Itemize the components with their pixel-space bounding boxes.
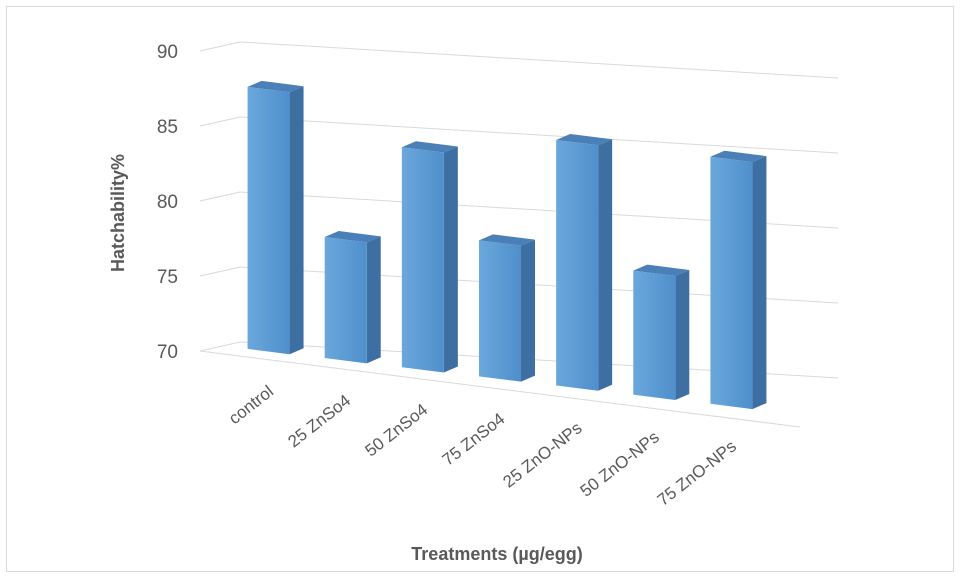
- gridline-left: [199, 341, 241, 352]
- bar-front: [401, 147, 444, 373]
- bar: [556, 133, 613, 391]
- y-tick-label: 75: [157, 267, 178, 288]
- bar-side: [366, 236, 381, 364]
- y-tick-label: 90: [157, 42, 178, 63]
- bar-top: [247, 80, 304, 93]
- gridline-left: [199, 266, 241, 277]
- y-tick-label: 85: [157, 117, 178, 138]
- y-axis-title: Hatchability%: [108, 154, 128, 272]
- bar-side: [443, 146, 458, 373]
- y-axis-ticks: 70 75 80 85 90: [157, 42, 178, 363]
- gridline-left: [199, 116, 241, 127]
- y-tick-label: 70: [157, 342, 178, 363]
- bar-top: [401, 141, 458, 153]
- bar-front: [247, 86, 290, 355]
- bar-front: [556, 139, 599, 391]
- floor-edge: [199, 350, 801, 428]
- bar: [247, 80, 304, 355]
- bar-front: [479, 240, 521, 382]
- bar-side: [521, 239, 535, 382]
- bar-top: [710, 150, 767, 163]
- x-category-label: 75 ZnSo4: [439, 409, 509, 469]
- gridline: [239, 41, 839, 79]
- bar: [479, 234, 535, 382]
- bar: [401, 141, 458, 373]
- x-category-label: 75 ZnO-NPs: [654, 437, 740, 510]
- gridline-left: [199, 41, 241, 52]
- bar-top: [324, 231, 381, 243]
- bar-top: [633, 264, 690, 276]
- y-tick-label: 80: [157, 192, 178, 213]
- bars: [247, 80, 767, 410]
- bar-side: [598, 139, 613, 391]
- bar-top: [479, 234, 535, 246]
- bar: [324, 231, 381, 364]
- bar-front: [324, 237, 367, 364]
- bar-side: [752, 156, 767, 410]
- x-category-label: 50 ZnSo4: [362, 400, 432, 460]
- bar-front: [710, 156, 753, 410]
- bar: [633, 264, 690, 400]
- x-category-label: 25 ZnO-NPs: [499, 418, 585, 491]
- bar-front: [633, 270, 676, 400]
- bar-side: [289, 86, 304, 355]
- x-category-label: 50 ZnO-NPs: [577, 427, 663, 500]
- gridline-left: [199, 191, 241, 202]
- bar-top: [556, 133, 613, 146]
- bar: [710, 150, 767, 410]
- x-category-label: control: [225, 382, 277, 428]
- x-category-label: 25 ZnSo4: [284, 391, 354, 451]
- gridline: [239, 116, 839, 154]
- bar-side: [675, 269, 690, 400]
- x-axis-title: Treatments (µg/egg): [411, 544, 582, 564]
